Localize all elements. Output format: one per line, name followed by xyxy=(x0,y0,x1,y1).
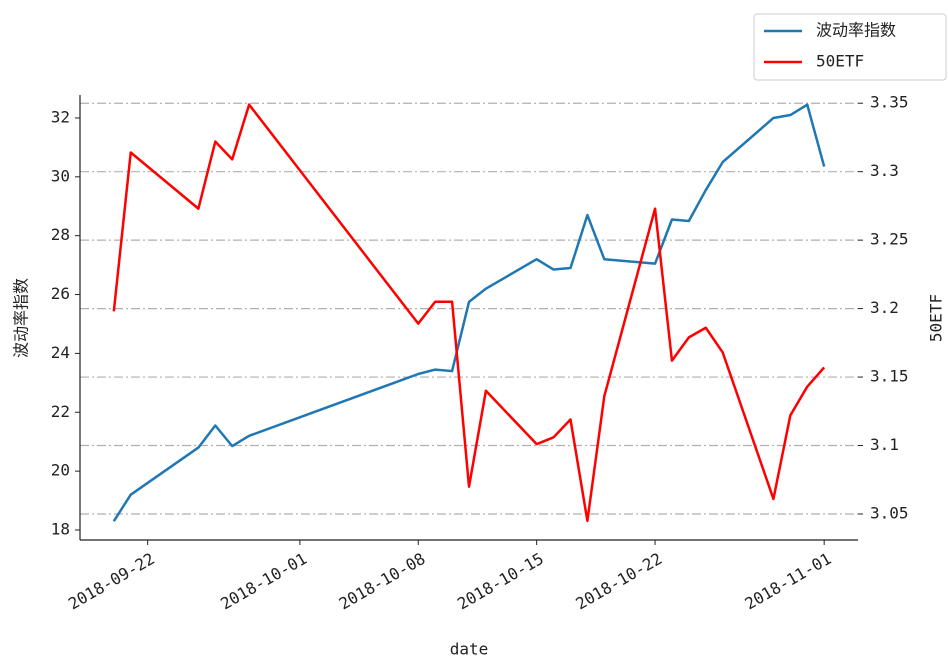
x-tick-label: 2018-09-22 xyxy=(65,549,158,614)
y-tick-label: 32 xyxy=(51,107,70,126)
y-tick-label: 22 xyxy=(51,402,70,421)
series-line xyxy=(112,103,826,522)
x-tick-label: 2018-10-15 xyxy=(454,549,547,614)
legend-label: 波动率指数 xyxy=(816,21,896,40)
x-tick-label: 2018-10-01 xyxy=(217,549,310,614)
series-line xyxy=(112,103,826,523)
y2-tick-label: 3.2 xyxy=(870,298,899,317)
y-tick-label: 20 xyxy=(51,461,70,480)
y2-tick-label: 3.35 xyxy=(870,93,909,112)
y2-tick-label: 3.15 xyxy=(870,367,909,386)
x-tick-label: 2018-11-01 xyxy=(742,549,835,614)
y-tick-label: 18 xyxy=(51,519,70,538)
y-tick-label: 28 xyxy=(51,225,70,244)
y-tick-label: 24 xyxy=(51,343,70,362)
x-axis-label: date xyxy=(450,640,489,659)
legend-label: 50ETF xyxy=(816,52,864,71)
y2-axis-label: 50ETF xyxy=(927,294,946,342)
y2-tick-label: 3.3 xyxy=(870,161,899,180)
y2-tick-label: 3.1 xyxy=(870,435,899,454)
y2-tick-label: 3.25 xyxy=(870,230,909,249)
x-tick-label: 2018-10-22 xyxy=(572,549,665,614)
legend: 波动率指数 50ETF xyxy=(753,13,947,81)
y2-tick-label: 3.05 xyxy=(870,503,909,522)
y-tick-label: 26 xyxy=(51,284,70,303)
y-tick-label: 30 xyxy=(51,166,70,185)
x-tick-label: 2018-10-08 xyxy=(336,549,429,614)
y-axis-label: 波动率指数 xyxy=(12,278,31,358)
